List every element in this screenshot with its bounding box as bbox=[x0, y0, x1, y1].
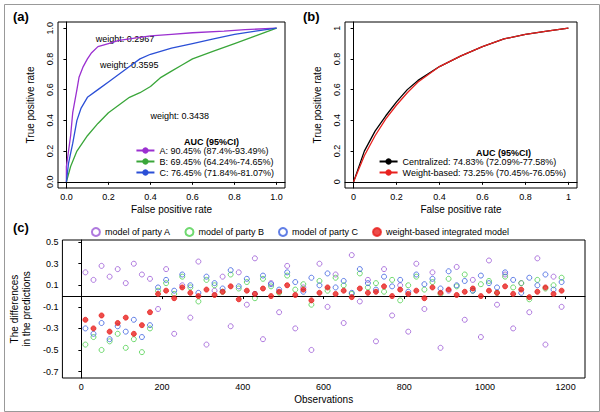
svg-text:0.3: 0.3 bbox=[46, 259, 59, 269]
svg-text:Centralized: 74.83% (72.09%-77: Centralized: 74.83% (72.09%-77.58%) bbox=[403, 157, 557, 167]
svg-text:False positive rate: False positive rate bbox=[131, 204, 213, 215]
svg-text:model of party C: model of party C bbox=[292, 227, 359, 237]
svg-text:0.8: 0.8 bbox=[228, 192, 241, 202]
svg-text:C: 76.45% (71.84%-81.07%): C: 76.45% (71.84%-81.07%) bbox=[159, 168, 274, 178]
svg-text:1: 1 bbox=[332, 26, 342, 31]
svg-text:model of party A: model of party A bbox=[105, 227, 170, 237]
svg-text:600: 600 bbox=[316, 382, 331, 392]
svg-text:0.4: 0.4 bbox=[45, 114, 55, 127]
svg-text:200: 200 bbox=[155, 382, 170, 392]
svg-text:400: 400 bbox=[235, 382, 250, 392]
svg-text:AUC (95%CI): AUC (95%CI) bbox=[476, 147, 531, 158]
svg-text:0.2: 0.2 bbox=[332, 145, 342, 158]
svg-text:weight: 0.3438: weight: 0.3438 bbox=[149, 111, 209, 121]
svg-text:(c): (c) bbox=[13, 220, 29, 235]
svg-text:False positive rate: False positive rate bbox=[420, 204, 502, 215]
svg-text:0.2: 0.2 bbox=[390, 192, 403, 202]
svg-text:A: 90.45% (87.4%-93.49%): A: 90.45% (87.4%-93.49%) bbox=[159, 146, 268, 156]
svg-text:(b): (b) bbox=[303, 9, 320, 24]
svg-text:-0.7: -0.7 bbox=[43, 367, 59, 377]
svg-text:in the predictions: in the predictions bbox=[21, 271, 32, 347]
svg-text:0.2: 0.2 bbox=[102, 192, 115, 202]
svg-text:0.5: 0.5 bbox=[46, 237, 59, 247]
svg-text:True positive rate: True positive rate bbox=[25, 66, 36, 143]
svg-text:0.0: 0.0 bbox=[60, 192, 73, 202]
svg-text:0.8: 0.8 bbox=[332, 53, 342, 66]
svg-text:True positive rate: True positive rate bbox=[312, 66, 323, 143]
svg-text:0: 0 bbox=[332, 179, 342, 184]
svg-text:1.0: 1.0 bbox=[45, 22, 55, 35]
svg-text:0.4: 0.4 bbox=[433, 192, 446, 202]
svg-text:1.0: 1.0 bbox=[270, 192, 283, 202]
svg-text:0.0: 0.0 bbox=[45, 176, 55, 189]
svg-text:0.2: 0.2 bbox=[45, 145, 55, 158]
svg-text:0.6: 0.6 bbox=[45, 83, 55, 96]
svg-text:1: 1 bbox=[566, 192, 571, 202]
svg-text:0: 0 bbox=[79, 382, 84, 392]
svg-text:0.6: 0.6 bbox=[186, 192, 199, 202]
svg-text:1000: 1000 bbox=[475, 382, 495, 392]
svg-text:1200: 1200 bbox=[556, 382, 576, 392]
svg-text:0.4: 0.4 bbox=[144, 192, 157, 202]
svg-text:weight-based integrated model: weight-based integrated model bbox=[385, 227, 509, 237]
svg-text:(a): (a) bbox=[13, 9, 29, 24]
svg-text:The differences: The differences bbox=[9, 275, 20, 344]
svg-text:B: 69.45% (64.24%-74.65%): B: 69.45% (64.24%-74.65%) bbox=[159, 157, 273, 167]
svg-text:-0.1: -0.1 bbox=[43, 302, 59, 312]
svg-text:0.8: 0.8 bbox=[45, 53, 55, 66]
svg-text:Observations: Observations bbox=[294, 394, 353, 405]
svg-text:Weight-based: 73.25% (70.45%-7: Weight-based: 73.25% (70.45%-76.05%) bbox=[403, 168, 566, 178]
svg-text:model of party B: model of party B bbox=[198, 227, 264, 237]
svg-text:0.8: 0.8 bbox=[519, 192, 532, 202]
svg-text:0.6: 0.6 bbox=[476, 192, 489, 202]
svg-text:AUC (95%CI): AUC (95%CI) bbox=[184, 136, 239, 147]
svg-text:-0.5: -0.5 bbox=[43, 345, 59, 355]
svg-text:weight: 0.2967: weight: 0.2967 bbox=[95, 34, 155, 44]
svg-text:800: 800 bbox=[397, 382, 412, 392]
svg-text:0.6: 0.6 bbox=[332, 83, 342, 96]
svg-text:0.4: 0.4 bbox=[332, 114, 342, 127]
svg-text:0: 0 bbox=[351, 192, 356, 202]
svg-text:weight: 0.3595: weight: 0.3595 bbox=[99, 60, 159, 70]
svg-text:0.1: 0.1 bbox=[46, 280, 59, 290]
svg-text:-0.3: -0.3 bbox=[43, 323, 59, 333]
